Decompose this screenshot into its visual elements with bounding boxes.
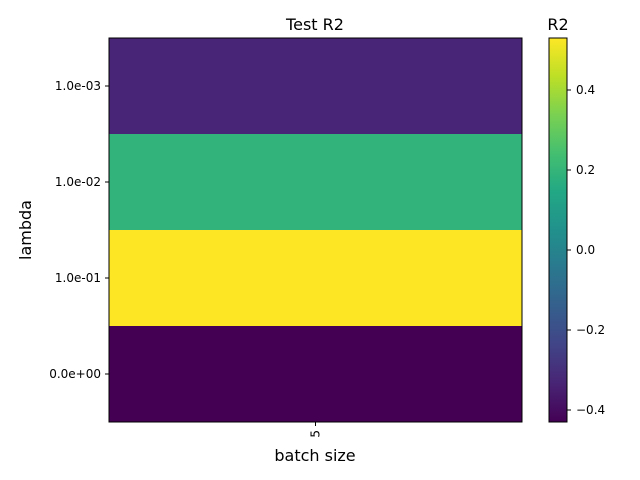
colorbar-ticks: 0.4 0.2 0.0 −0.2 −0.4 — [567, 83, 605, 417]
heatmap-cells — [109, 38, 523, 423]
x-axis-ticks: 5 — [309, 422, 323, 438]
chart-title: Test R2 — [285, 15, 344, 34]
heatmap-cell — [109, 326, 523, 423]
heatmap-cell — [109, 230, 523, 327]
colorbar-tick-label: 0.4 — [576, 83, 595, 97]
y-axis-label: lambda — [16, 200, 35, 260]
heatmap-cell — [109, 134, 523, 231]
colorbar-label: R2 — [547, 15, 568, 34]
heatmap-cell — [109, 38, 523, 135]
colorbar-tick-label: 0.2 — [576, 163, 595, 177]
x-tick-label: 5 — [309, 430, 323, 438]
y-tick-label: 1.0e-02 — [55, 175, 101, 189]
colorbar-tick-label: −0.2 — [576, 323, 605, 337]
colorbar-tick-label: −0.4 — [576, 403, 605, 417]
x-axis-label: batch size — [274, 446, 355, 465]
y-tick-label: 0.0e+00 — [49, 367, 101, 381]
colorbar — [548, 37, 568, 423]
y-tick-label: 1.0e-03 — [55, 79, 101, 93]
y-tick-label: 1.0e-01 — [55, 271, 101, 285]
colorbar-tick-label: 0.0 — [576, 243, 595, 257]
y-axis-ticks: 1.0e-03 1.0e-02 1.0e-01 0.0e+00 — [49, 79, 109, 381]
